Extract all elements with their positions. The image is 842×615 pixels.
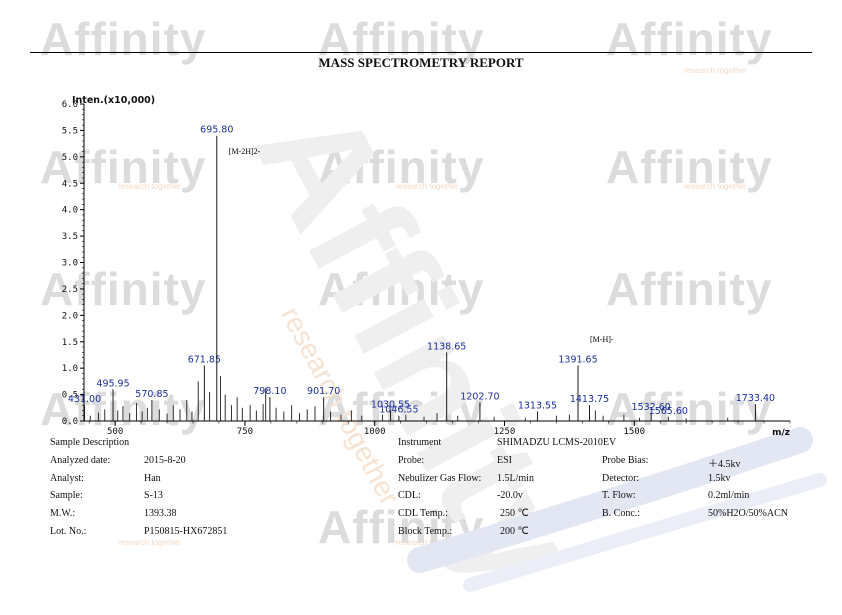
peak-label: 570.85 (135, 389, 168, 400)
peak-label: 671.85 (188, 355, 221, 366)
cdl-label: CDL: (398, 490, 421, 501)
y-tick-label: 5.5 (62, 126, 78, 136)
x-tick-label: 500 (107, 427, 123, 437)
header-rule (30, 52, 812, 53)
sample-value: S-13 (144, 490, 163, 501)
y-tick-label: 4.0 (62, 206, 78, 216)
y-tick-label: 3.0 (62, 259, 78, 269)
mass-spectrum-chart: 0.0 0.5 1.0 1.5 2.0 2.5 3.0 3.5 4.0 4.5 5.0 5.5 6.0 5… (62, 95, 791, 438)
analyzed-date-label: Analyzed date: (50, 455, 111, 466)
x-tick-label: 1500 (623, 427, 645, 437)
peak-label: 1565.60 (649, 406, 688, 417)
peak-label: 1413.75 (570, 394, 609, 405)
peak-label: 901.70 (307, 386, 340, 397)
lot-value: P150815-HX672851 (144, 526, 228, 537)
detector-label: Detector: (602, 473, 640, 484)
lot-label: Lot. No.: (50, 526, 87, 537)
y-tick-label: 4.5 (62, 179, 78, 189)
nebulizer-value: 1.5L/min (497, 473, 534, 484)
y-tick-label: 1.5 (62, 338, 78, 348)
report-title: MASS SPECTROMETRY REPORT (318, 55, 524, 70)
peak-label: 431.00 (68, 394, 101, 405)
cdl-value: -20.0v (497, 490, 523, 501)
analyzed-date-value: 2015-8-20 (144, 455, 186, 466)
peak-label: 1313.55 (518, 400, 557, 411)
b-conc-label: B. Conc.: (602, 508, 641, 519)
peak-label: 798.10 (253, 386, 286, 397)
y-tick-label: 0.5 (62, 391, 78, 401)
peak-label: 695.80 (200, 125, 233, 136)
instrument-label: Instrument (398, 437, 442, 448)
peak-label: 1202.70 (460, 392, 499, 403)
y-tick-label: 1.0 (62, 364, 78, 374)
sample-description-label: Sample Description (50, 437, 130, 448)
x-tick-label: 750 (237, 427, 253, 437)
cdl-temp-value: 250 ℃ (500, 508, 529, 519)
y-tick-label: 0.0 (62, 417, 78, 427)
probe-value: ESI (497, 455, 512, 466)
x-axis-title: m/z (772, 428, 790, 438)
analyst-value: Han (144, 473, 161, 484)
peak-label: 1391.65 (558, 355, 597, 366)
b-conc-value: 50%H2O/50%ACN (708, 508, 788, 519)
sample-label: Sample: (50, 490, 83, 501)
analyst-label: Analyst: (50, 473, 84, 484)
y-tick-label: 6.0 (62, 100, 78, 110)
nebulizer-label: Nebulizer Gas Flow: (398, 473, 482, 484)
t-flow-label: T. Flow: (602, 490, 636, 501)
peak-label: 1138.65 (427, 341, 466, 352)
probe-label: Probe: (398, 455, 425, 466)
mw-label: M.W.: (50, 508, 76, 519)
peak-label: 1046.55 (379, 405, 418, 416)
peak-annotation: [M-H]- (590, 335, 614, 344)
y-tick-label: 2.0 (62, 311, 78, 321)
peak-label: 495.95 (96, 378, 129, 389)
x-tick-label: 1250 (494, 427, 516, 437)
peak-label: 1532.60 (632, 402, 671, 413)
watermark-tagline: research together (396, 538, 459, 547)
detector-value: 1.5kv (708, 473, 731, 484)
peak-label: 1030.55 (371, 399, 410, 410)
peak-annotation: [M-2H]2- (229, 147, 261, 156)
probe-bias-label: Probe Bias: (602, 455, 649, 466)
instrument-value: SHIMADZU LCMS-2010EV (497, 437, 617, 448)
x-tick-label: 1000 (364, 427, 386, 437)
y-tick-label: 2.5 (62, 285, 78, 295)
y-tick-label: 5.0 (62, 153, 78, 163)
probe-bias-value: ＋4.5kv (708, 459, 741, 470)
cdl-temp-label: CDL Temp.: (398, 508, 448, 519)
peak-label: 1733.40 (736, 393, 775, 404)
t-flow-value: 0.2ml/min (708, 490, 750, 501)
watermark-tagline: research together (118, 538, 181, 547)
y-axis-title: Inten.(x10,000) (72, 95, 155, 106)
block-temp-label: Block Temp.: (398, 526, 453, 537)
mw-value: 1393.38 (144, 508, 177, 519)
y-tick-label: 3.5 (62, 232, 78, 242)
block-temp-value: 200 ℃ (500, 526, 529, 537)
